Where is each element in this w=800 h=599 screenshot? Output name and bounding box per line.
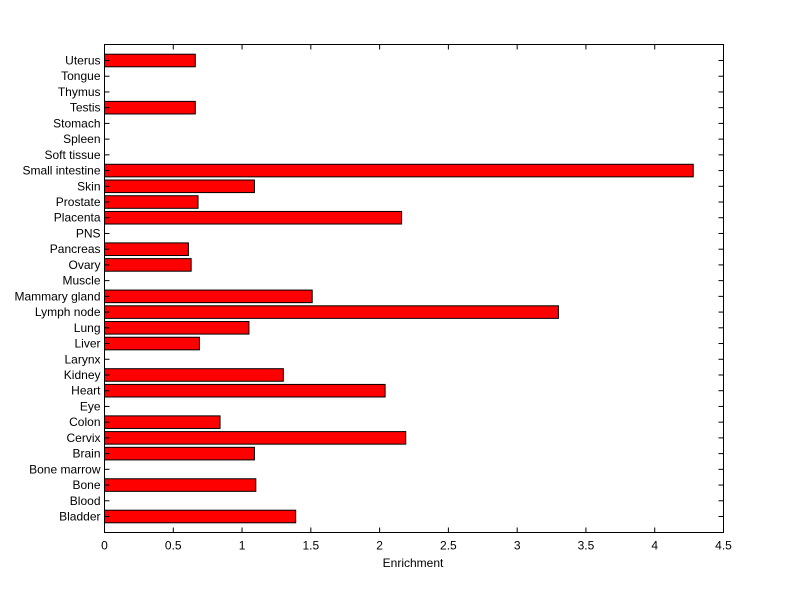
y-tick-label: Lymph node bbox=[35, 305, 101, 319]
y-tick-label: Stomach bbox=[53, 116, 100, 130]
y-tick-label: Skin bbox=[77, 179, 100, 193]
bar-small-intestine bbox=[104, 163, 694, 178]
x-tick-label: 1.5 bbox=[302, 539, 319, 553]
y-tick-label: Ovary bbox=[68, 258, 100, 272]
y-tick-label: Blood bbox=[70, 494, 101, 508]
y-tick-label: Lung bbox=[74, 321, 101, 335]
y-tick-label: Uterus bbox=[65, 54, 100, 68]
y-tick-label: Tongue bbox=[61, 69, 101, 83]
y-tick-label: Larynx bbox=[64, 352, 100, 366]
y-tick-label: Testis bbox=[70, 101, 101, 115]
x-tick-label: 3 bbox=[514, 539, 521, 553]
x-axis-ticks: 0 0.5 1 1.5 2 2.5 3 3.5 4 4.5 bbox=[101, 44, 732, 553]
y-tick-label: PNS bbox=[76, 226, 101, 240]
y-tick-label: Prostate bbox=[56, 195, 101, 209]
y-tick-label: Thymus bbox=[58, 85, 101, 99]
y-tick-label: Brain bbox=[72, 447, 100, 461]
bar-brain bbox=[104, 446, 255, 461]
bar-kidney bbox=[104, 368, 284, 382]
bar-uterus bbox=[104, 53, 196, 68]
x-tick-label: 4 bbox=[651, 539, 658, 553]
x-tick-label: 0.5 bbox=[165, 539, 182, 553]
x-tick-label: 3.5 bbox=[578, 539, 595, 553]
bar-lung bbox=[104, 321, 250, 335]
bar-colon bbox=[104, 415, 221, 429]
y-tick-label: Spleen bbox=[63, 132, 100, 146]
x-tick-label: 2.5 bbox=[440, 539, 457, 553]
y-tick-label: Liver bbox=[74, 337, 100, 351]
y-tick-label: Eye bbox=[80, 399, 101, 413]
x-tick-label: 0 bbox=[101, 539, 108, 553]
y-tick-label: Soft tissue bbox=[44, 148, 100, 162]
bar-heart bbox=[104, 383, 386, 398]
x-axis-label: Enrichment bbox=[383, 556, 444, 570]
y-tick-label: Mammary gland bbox=[14, 289, 100, 303]
y-tick-label: Placenta bbox=[54, 211, 101, 225]
bar-prostate bbox=[104, 195, 199, 209]
x-tick-label: 2 bbox=[376, 539, 383, 553]
bar-pancreas bbox=[104, 242, 189, 256]
bar-skin bbox=[104, 179, 255, 194]
bar-bladder bbox=[104, 509, 297, 524]
x-tick-label: 1 bbox=[239, 539, 246, 553]
y-tick-label: Cervix bbox=[66, 431, 100, 445]
bar-lymph-node bbox=[104, 305, 559, 319]
bar-mammary-gland bbox=[104, 289, 313, 304]
bar-testis bbox=[104, 100, 196, 115]
bar-bone bbox=[104, 478, 257, 492]
bar-placenta bbox=[104, 210, 403, 225]
y-tick-label: Bone bbox=[72, 478, 100, 492]
bars-group bbox=[104, 53, 694, 524]
y-tick-label: Muscle bbox=[62, 274, 100, 288]
y-tick-label: Small intestine bbox=[22, 164, 100, 178]
y-tick-label: Bladder bbox=[59, 510, 100, 524]
y-tick-label: Colon bbox=[69, 415, 100, 429]
y-tick-label: Heart bbox=[71, 384, 101, 398]
bar-liver bbox=[104, 336, 200, 351]
bar-cervix bbox=[104, 431, 407, 445]
bar-ovary bbox=[104, 258, 192, 272]
y-tick-label: Kidney bbox=[64, 368, 101, 382]
x-tick-label: 4.5 bbox=[715, 539, 732, 553]
y-tick-label: Pancreas bbox=[50, 242, 101, 256]
y-tick-label: Bone marrow bbox=[29, 462, 101, 476]
